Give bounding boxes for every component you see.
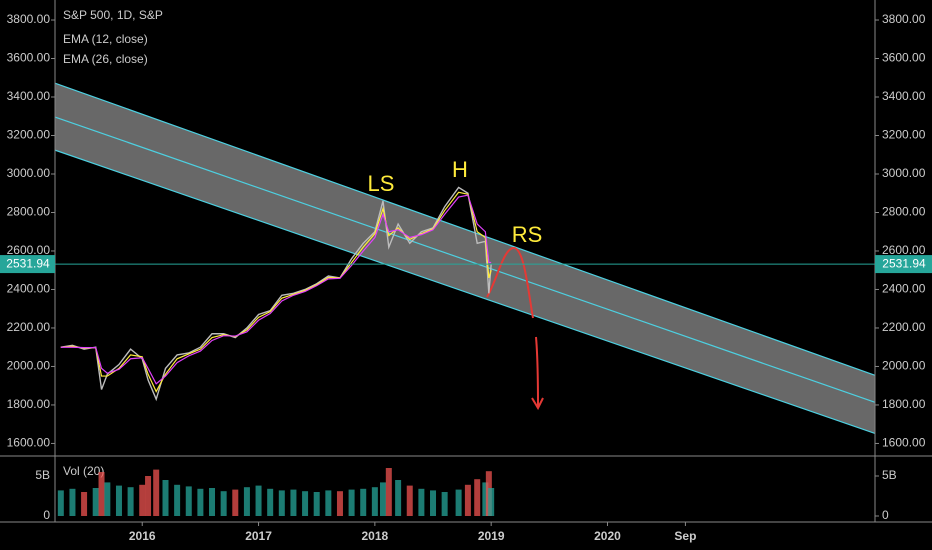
y-tick-label: 3600.00 [7, 51, 51, 65]
volume-bar [474, 479, 481, 516]
y-tick-label: 1800.00 [882, 397, 926, 411]
volume-tick-label: 0 [43, 508, 50, 522]
volume-bar [336, 491, 343, 516]
projection-arrow [531, 336, 544, 411]
volume-bar [209, 488, 216, 516]
volume-bar [232, 489, 239, 516]
volume-tick-label: 5B [35, 468, 50, 482]
y-tick-label: 2400.00 [7, 282, 51, 296]
volume-bar [371, 487, 378, 516]
y-tick-label: 2800.00 [882, 205, 926, 219]
volume-bar [455, 489, 462, 516]
y-tick-label: 3800.00 [882, 12, 926, 26]
volume-bar [406, 485, 413, 516]
y-tick-label: 2000.00 [7, 359, 51, 373]
y-tick-label: 3200.00 [882, 128, 926, 142]
y-tick-label: 2200.00 [882, 320, 926, 334]
volume-bar [430, 490, 437, 516]
volume-legend: Vol (20) [63, 464, 104, 478]
volume-bar [153, 469, 160, 516]
y-tick-label: 2800.00 [7, 205, 51, 219]
volume-bar [255, 485, 262, 516]
volume-bar [162, 480, 169, 516]
y-tick-label: 2000.00 [882, 359, 926, 373]
volume-bar [418, 488, 425, 516]
volume-bar [267, 488, 274, 516]
volume-bar [57, 490, 64, 516]
legend-title: S&P 500, 1D, S&P [63, 8, 163, 22]
volume-bar [139, 484, 146, 516]
x-tick-label: 2020 [594, 529, 621, 543]
y-tick-label: 3400.00 [882, 89, 926, 103]
last-price-label: 2531.94 [882, 256, 926, 270]
volume-bar [104, 482, 111, 516]
volume-bar [278, 490, 285, 516]
volume-bar [488, 488, 495, 516]
volume-bar [482, 482, 489, 516]
channel-fill [55, 83, 875, 434]
last-price-box [875, 255, 932, 274]
volume-bar [302, 491, 309, 516]
volume-bar [395, 480, 402, 516]
volume-bar [313, 492, 320, 516]
x-tick-label: Sep [674, 529, 696, 543]
y-tick-label: 1600.00 [7, 436, 51, 450]
x-tick-label: 2018 [362, 529, 389, 543]
x-tick-label: 2017 [245, 529, 272, 543]
volume-tick-label: 0 [882, 508, 889, 522]
y-tick-label: 1800.00 [7, 397, 51, 411]
last-price-box [0, 255, 55, 274]
channel-line [54, 116, 876, 403]
volume-bar [441, 492, 448, 516]
y-tick-label: 2600.00 [7, 243, 51, 257]
volume-bar [127, 487, 134, 516]
volume-bar [145, 476, 152, 516]
channel-line [54, 82, 876, 376]
y-tick-label: 3000.00 [7, 166, 51, 180]
price-line [60, 194, 492, 385]
volume-bar [325, 490, 332, 516]
y-tick-label: 2200.00 [7, 320, 51, 334]
plot-area [54, 82, 876, 435]
y-tick-label: 2600.00 [882, 243, 926, 257]
y-tick-label: 3200.00 [7, 128, 51, 142]
volume-bar [98, 472, 105, 516]
volume-bar [464, 484, 471, 516]
volume-bar [115, 485, 122, 516]
volume-tick-label: 5B [882, 468, 897, 482]
volume-bar [185, 486, 192, 516]
y-tick-label: 1600.00 [882, 436, 926, 450]
legend-entry: EMA (26, close) [63, 52, 148, 66]
volume-bar [69, 488, 76, 516]
last-price-label: 2531.94 [6, 256, 50, 270]
x-tick-label: 2016 [129, 529, 156, 543]
volume-bar [220, 491, 227, 516]
volume-bar [197, 488, 204, 516]
legend-entry: EMA (12, close) [63, 32, 148, 46]
volume-bar [243, 487, 250, 516]
annotation: LS [368, 171, 395, 196]
volume-bar [385, 468, 392, 516]
volume-bar [81, 492, 88, 516]
y-tick-label: 3000.00 [882, 166, 926, 180]
y-tick-label: 2400.00 [882, 282, 926, 296]
x-tick-label: 2019 [478, 529, 505, 543]
annotation: RS [512, 222, 543, 247]
y-tick-label: 3400.00 [7, 89, 51, 103]
y-tick-label: 3800.00 [7, 12, 51, 26]
volume-bar [92, 488, 99, 516]
volume-bar [360, 488, 367, 516]
volume-bar [348, 489, 355, 516]
y-tick-label: 3600.00 [882, 51, 926, 65]
projection-curve [486, 247, 534, 319]
annotation: H [452, 157, 468, 182]
volume-bar [380, 482, 386, 516]
channel-line [54, 149, 876, 435]
volume-bar [290, 489, 297, 516]
volume-bar [174, 484, 181, 516]
